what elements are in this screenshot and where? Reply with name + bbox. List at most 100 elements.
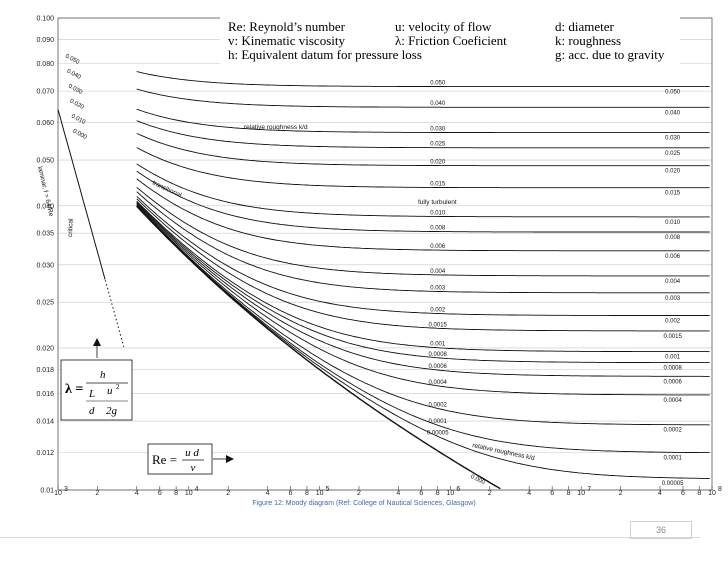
roughness-curve-0.040: [136, 88, 710, 108]
x-tick-label: 2: [619, 490, 623, 497]
x-tick-label: 4: [396, 490, 400, 497]
x-tick-label: 8: [697, 490, 701, 497]
roughness-curve-0.004: [136, 186, 710, 277]
lambda-den-l: L: [88, 388, 95, 400]
roughness-curve-0.000: [136, 205, 501, 490]
x-tick-label: 10: [185, 490, 193, 497]
roughness-curve-0.00005: [136, 205, 710, 479]
y-tick-label: 0.080: [36, 61, 54, 68]
roughness-curve-0.006: [136, 178, 710, 252]
chart-curves: [57, 71, 710, 490]
roughness-curve-0.001: [136, 200, 710, 353]
y-tick-label: 0.030: [36, 262, 54, 269]
x-tick-label: 4: [658, 490, 662, 497]
mid-label-0.008: 0.008: [430, 226, 446, 232]
x-tick-label: 4: [135, 490, 139, 497]
roughness-curve-0.0001: [136, 205, 710, 454]
x-tick-label: 6: [681, 490, 685, 497]
x-tick-exponent: 3: [64, 486, 68, 493]
lambda-lhs: λ =: [65, 382, 83, 397]
roughness-curve-0.0008: [136, 201, 710, 364]
legend-entry: Re: Reynold’s number: [228, 19, 346, 34]
right-label-0.030: 0.030: [665, 136, 681, 142]
mid-label-0.0015: 0.0015: [429, 322, 448, 328]
mid-label-0.004: 0.004: [430, 269, 446, 275]
chart-grid: [57, 17, 713, 491]
y-tick-label: 0.090: [36, 37, 54, 44]
right-label-0.00005: 0.00005: [662, 481, 684, 487]
right-label-0.020: 0.020: [665, 169, 681, 175]
legend-entry: v: Kinematic viscosity: [228, 33, 345, 48]
lambda-num: h: [100, 369, 106, 381]
left-label-0.040: 0.040: [66, 68, 83, 81]
x-tick-label: 10: [316, 490, 324, 497]
legend-entry: k: roughness: [555, 33, 621, 48]
chart-extras: Re: Reynold’s number u: velocity of flow d…: [60, 14, 680, 475]
mid-label-0.0006: 0.0006: [429, 364, 448, 370]
right-label-0.002: 0.002: [665, 319, 681, 325]
mid-label-0.020: 0.020: [430, 160, 446, 166]
x-tick-exponent: 7: [587, 486, 591, 493]
page-divider: [0, 537, 700, 538]
x-tick-label: 6: [550, 490, 554, 497]
y-tick-label: 0.040: [36, 203, 54, 210]
x-tick-label: 8: [174, 490, 178, 497]
legend-box: [220, 14, 680, 68]
x-tick-exponent: 8: [718, 486, 722, 493]
annotation-critical: critical: [67, 218, 75, 237]
y-tick-label: 0.014: [36, 419, 54, 426]
roughness-curve-0.030: [136, 108, 710, 134]
lambda-arrow-head: [93, 338, 101, 346]
annotation-fully-turbulent: fully turbulent: [418, 199, 457, 206]
x-tick-label: 4: [266, 490, 270, 497]
lambda-den-d: d: [89, 405, 95, 417]
legend-entry: u: velocity of flow: [395, 19, 492, 34]
x-tick-label: 6: [289, 490, 293, 497]
laminar-curve: [57, 109, 106, 280]
re-den: ν: [191, 462, 196, 474]
right-label-0.0004: 0.0004: [663, 398, 682, 404]
chart-ticks: 0.100 0.090 0.080 0.070 0.060 0.050 0.040 0.035…: [36, 16, 722, 498]
re-arrow-head: [226, 455, 234, 463]
y-tick-label: 0.020: [36, 345, 54, 352]
right-label-0.040: 0.040: [665, 110, 681, 116]
right-label-0.025: 0.025: [665, 151, 681, 157]
mid-label-0.010: 0.010: [430, 210, 446, 216]
legend-entry: d: diameter: [555, 19, 615, 34]
mid-label-smooth: 0.000: [469, 474, 486, 486]
mid-label-0.006: 0.006: [430, 244, 446, 250]
lambda-den-u: u: [107, 385, 113, 397]
chart-labels: 0.050 0.050 0.040 0.040 0.030 0.030 0.025 0.025…: [36, 53, 684, 486]
x-tick-exponent: 5: [326, 486, 330, 493]
left-label-0.000: 0.000: [72, 128, 89, 141]
x-tick-exponent: 6: [456, 486, 460, 493]
y-tick-label: 0.018: [36, 367, 54, 374]
annotation-relative-roughness-mid: relative roughness k/d: [244, 124, 308, 131]
left-label-0.020: 0.020: [69, 98, 86, 111]
x-tick-label: 2: [226, 490, 230, 497]
annotation-transitional: transitional: [151, 179, 183, 199]
x-tick-label: 10: [577, 490, 585, 497]
y-tick-label: 0.01: [40, 488, 54, 495]
legend-entry: h: Equivalent datum for pressure loss: [228, 47, 422, 62]
y-tick-label: 0.050: [36, 158, 54, 165]
mid-label-0.001: 0.001: [430, 342, 446, 348]
re-lhs: Re =: [152, 452, 177, 467]
roughness-curve-0.0004: [136, 203, 710, 396]
mid-label-0.040: 0.040: [430, 101, 446, 107]
right-label-0.001: 0.001: [665, 355, 681, 361]
y-tick-label: 0.035: [36, 231, 54, 238]
mid-label-0.050: 0.050: [430, 81, 446, 87]
roughness-curve-0.002: [136, 196, 710, 316]
mid-label-0.003: 0.003: [430, 285, 446, 291]
re-num: u d: [185, 447, 199, 459]
roughness-curve-0.008: [136, 170, 710, 233]
right-label-0.010: 0.010: [665, 220, 681, 226]
mid-label-0.002: 0.002: [430, 308, 446, 314]
right-label-0.0008: 0.0008: [663, 366, 682, 372]
plot-frame: [57, 17, 713, 491]
roughness-curve-0.015: [136, 147, 710, 189]
mid-label-0.015: 0.015: [430, 181, 446, 187]
lambda-formula-box: [60, 359, 133, 421]
